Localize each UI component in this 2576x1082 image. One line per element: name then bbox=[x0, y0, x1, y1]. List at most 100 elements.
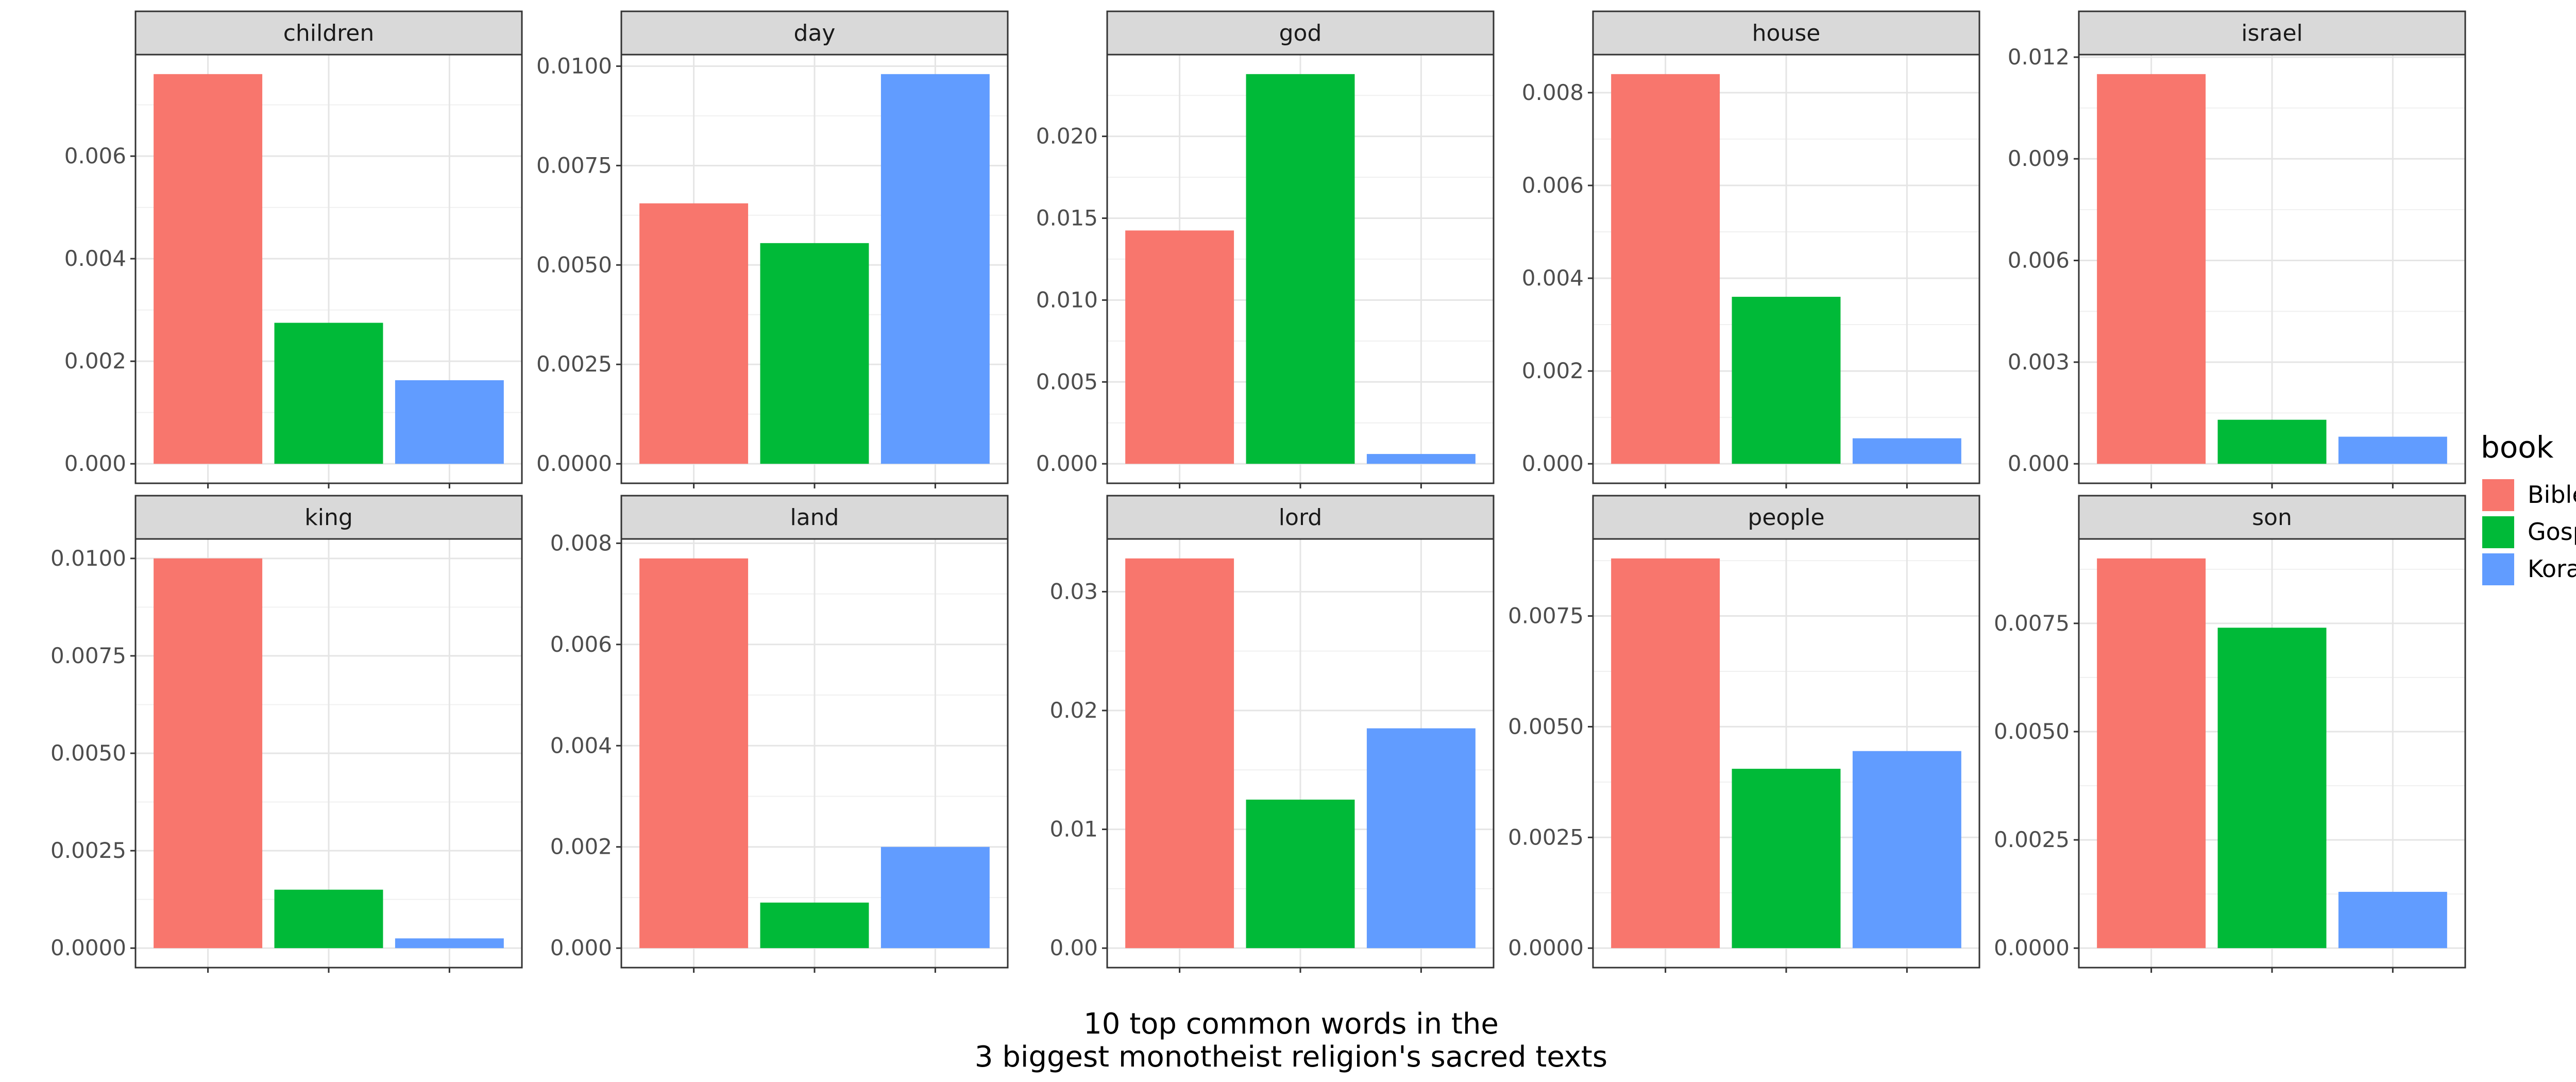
y-tick-label: 0.006 bbox=[64, 143, 126, 168]
facet-strip-label: king bbox=[304, 504, 353, 531]
facet-house: house 0.000 0.002 0.004 0.006 0.008 bbox=[1522, 10, 1980, 488]
bar-gospel bbox=[2217, 628, 2327, 949]
y-tick-label: 0.006 bbox=[550, 632, 612, 657]
facet-god: god 0.000 0.005 0.010 0.015 0.020 bbox=[1036, 10, 1495, 488]
y-tick-label: 0.02 bbox=[1049, 698, 1098, 723]
bar-bible bbox=[154, 74, 263, 464]
bar-bible bbox=[2097, 74, 2206, 464]
y-tick-label: 0.000 bbox=[64, 451, 126, 476]
bar-koran bbox=[1366, 454, 1476, 464]
bar-koran bbox=[1366, 728, 1476, 949]
y-tick-label: 0.0000 bbox=[1508, 935, 1584, 960]
facet-strip-label: day bbox=[794, 20, 836, 46]
legend-key-gospel bbox=[2482, 516, 2514, 548]
y-tick-label: 0.008 bbox=[550, 530, 612, 555]
y-tick-label: 0.01 bbox=[1049, 817, 1098, 842]
y-tick-label: 0.006 bbox=[1522, 173, 1584, 198]
facet-strip-label: son bbox=[2252, 504, 2292, 531]
facet-land: land 0.000 0.002 0.004 0.006 0.008 bbox=[550, 495, 1009, 973]
bar-bible bbox=[1125, 558, 1234, 949]
y-tick-label: 0.0000 bbox=[536, 451, 612, 476]
y-tick-label: 0.004 bbox=[64, 246, 126, 271]
y-tick-label: 0.012 bbox=[2008, 44, 2070, 70]
y-tick-label: 0.010 bbox=[1036, 287, 1098, 312]
legend-label: Bible bbox=[2528, 481, 2576, 509]
y-tick-label: 0.0075 bbox=[536, 153, 612, 178]
bar-koran bbox=[395, 380, 504, 464]
y-tick-label: 0.0025 bbox=[1508, 824, 1584, 850]
bar-koran bbox=[2338, 891, 2447, 949]
legend: book Bible Gospel Koran bbox=[2481, 430, 2576, 585]
legend-key-bible bbox=[2482, 479, 2514, 511]
bar-gospel bbox=[2217, 419, 2327, 464]
y-tick-label: 0.03 bbox=[1049, 579, 1098, 604]
bar-bible bbox=[639, 203, 749, 464]
bar-koran bbox=[1852, 751, 1961, 949]
facet-israel: israel 0.000 0.003 0.006 0.009 0.012 bbox=[2008, 10, 2466, 488]
bar-gospel bbox=[274, 323, 383, 464]
y-tick-label: 0.0025 bbox=[536, 351, 612, 377]
facet-day: day 0.0000 0.0025 0.0050 0.0075 0.0100 bbox=[536, 10, 1009, 488]
y-tick-label: 0.000 bbox=[550, 935, 612, 960]
facet-strip bbox=[2078, 10, 2466, 56]
facet-strip-label: god bbox=[1279, 20, 1322, 46]
y-tick-label: 0.0050 bbox=[1994, 719, 2070, 744]
facet-strip-label: house bbox=[1752, 20, 1821, 46]
bar-koran bbox=[1852, 438, 1961, 464]
bar-bible bbox=[1611, 74, 1720, 464]
y-tick-label: 0.0075 bbox=[50, 643, 126, 668]
facet-strip-label: people bbox=[1748, 504, 1824, 531]
bar-gospel bbox=[760, 902, 869, 949]
bar-gospel bbox=[1732, 769, 1841, 949]
facet-strip bbox=[1106, 495, 1495, 540]
y-tick-label: 0.000 bbox=[2008, 451, 2070, 476]
facet-strip-label: land bbox=[790, 504, 839, 531]
facet-strip bbox=[1592, 10, 1980, 56]
y-tick-label: 0.015 bbox=[1036, 205, 1098, 230]
y-tick-label: 0.0000 bbox=[50, 935, 126, 960]
y-tick-label: 0.00 bbox=[1049, 935, 1098, 960]
y-tick-label: 0.002 bbox=[1522, 358, 1584, 383]
y-tick-label: 0.0050 bbox=[536, 252, 612, 277]
facet-children: children 0.000 0.002 0.004 0.006 bbox=[64, 10, 523, 488]
bar-koran bbox=[880, 74, 990, 464]
facet-son: son 0.0000 0.0025 0.0050 0.0075 bbox=[1994, 495, 2466, 973]
y-tick-label: 0.008 bbox=[1522, 80, 1584, 105]
facet-strip bbox=[620, 10, 1009, 56]
bar-bible bbox=[1611, 558, 1720, 949]
y-tick-label: 0.0050 bbox=[1508, 714, 1584, 739]
bar-bible bbox=[154, 558, 263, 949]
bar-koran bbox=[2338, 436, 2447, 464]
legend-title: book bbox=[2481, 430, 2554, 465]
y-tick-label: 0.000 bbox=[1522, 451, 1584, 476]
facet-people: people 0.0000 0.0025 0.0050 0.0075 bbox=[1508, 495, 1980, 973]
y-tick-label: 0.0025 bbox=[50, 838, 126, 863]
y-tick-label: 0.0000 bbox=[1994, 935, 2070, 960]
y-tick-label: 0.0075 bbox=[1994, 611, 2070, 636]
bar-koran bbox=[880, 847, 990, 949]
legend-key-koran bbox=[2482, 553, 2514, 585]
y-tick-label: 0.0100 bbox=[536, 53, 612, 78]
bar-gospel bbox=[1246, 799, 1355, 949]
y-tick-label: 0.002 bbox=[550, 834, 612, 859]
facet-strip bbox=[134, 495, 523, 540]
facet-strip bbox=[1106, 10, 1495, 56]
facet-lord: lord 0.00 0.01 0.02 0.03 bbox=[1049, 495, 1495, 973]
legend-label: Koran bbox=[2528, 555, 2576, 583]
y-tick-label: 0.003 bbox=[2008, 349, 2070, 375]
bar-bible bbox=[639, 558, 749, 949]
y-tick-label: 0.000 bbox=[1036, 451, 1098, 476]
y-tick-label: 0.0050 bbox=[50, 740, 126, 766]
y-tick-label: 0.0025 bbox=[1994, 827, 2070, 852]
bar-koran bbox=[395, 938, 504, 949]
chart-caption-line: 3 biggest monotheist religion's sacred t… bbox=[975, 1040, 1607, 1074]
y-tick-label: 0.004 bbox=[550, 733, 612, 758]
y-tick-label: 0.004 bbox=[1522, 265, 1584, 291]
facet-king: king 0.0000 0.0025 0.0050 0.0075 0.0100 bbox=[50, 495, 523, 973]
facet-strip-label: lord bbox=[1279, 504, 1322, 531]
facet-strip-label: children bbox=[283, 20, 375, 46]
legend-label: Gospel bbox=[2528, 518, 2576, 546]
facet-strip-label: israel bbox=[2241, 20, 2303, 46]
bar-bible bbox=[2097, 558, 2206, 949]
